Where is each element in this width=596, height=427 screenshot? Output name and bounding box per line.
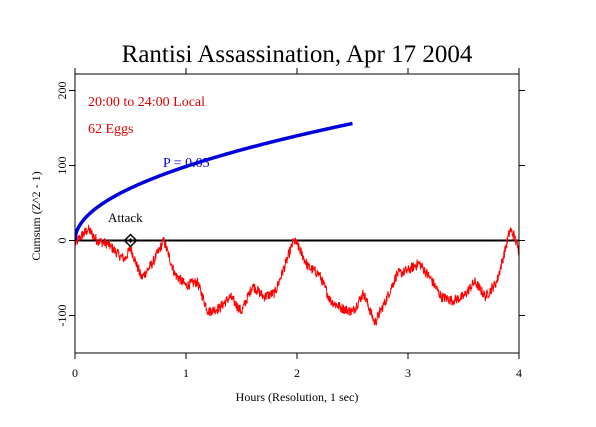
y-tick-label: 0 <box>55 238 69 244</box>
x-tick-label: 2 <box>294 366 300 380</box>
y-tick-label: -100 <box>55 305 69 327</box>
y-tick-label: 200 <box>55 82 69 100</box>
annotation-attack: Attack <box>108 210 143 225</box>
x-tick-label: 1 <box>183 366 189 380</box>
annotation-time-window: 20:00 to 24:00 Local <box>88 95 205 110</box>
annotation-envelope-label: P = 0.05 <box>163 156 210 171</box>
axis-marks: 0 1 2 3 4 -100 0 100 200 <box>55 68 525 380</box>
x-tick-label: 3 <box>405 366 411 380</box>
x-tick-label: 0 <box>72 366 78 380</box>
x-tick-label: 4 <box>516 366 522 380</box>
plot-marks <box>75 121 519 327</box>
chart-title: Rantisi Assassination, Apr 17 2004 <box>122 41 473 68</box>
x-axis-label: Hours (Resolution, 1 sec) <box>236 390 359 404</box>
annotation-eggs: 62 Eggs <box>88 122 134 137</box>
attack-marker-center <box>128 238 133 243</box>
cumsum-series-line <box>75 224 519 327</box>
attack-marker <box>123 233 138 248</box>
y-axis-label: Cumsum (Z^2 - 1) <box>29 171 43 260</box>
y-tick-label: 100 <box>55 157 69 175</box>
envelope-line <box>75 121 353 241</box>
plot-area <box>75 121 519 327</box>
